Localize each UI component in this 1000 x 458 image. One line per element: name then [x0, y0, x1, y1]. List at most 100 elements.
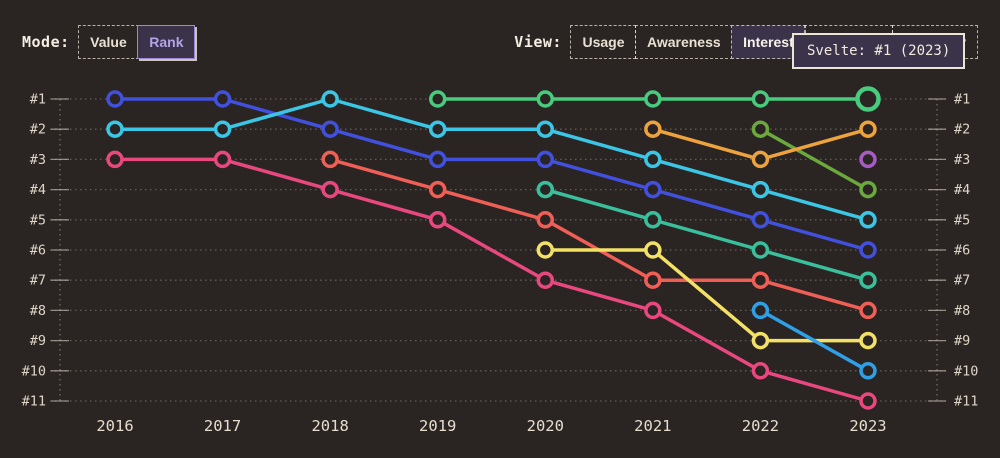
point-orange-2021[interactable] — [644, 120, 662, 138]
tooltip-text: Svelte: #1 (2023) — [807, 43, 951, 59]
view-label: View: — [514, 33, 562, 51]
point-salmon-2019[interactable] — [428, 180, 447, 199]
point-blue-2021[interactable] — [644, 180, 662, 199]
point-green-2019[interactable] — [428, 90, 447, 108]
point-dodger-2023[interactable] — [859, 362, 877, 380]
series-yellow — [536, 241, 877, 350]
point-cyan-2023[interactable] — [859, 211, 877, 229]
rank-label-left-#5: #5 — [30, 212, 46, 228]
rank-label-right-#2: #2 — [954, 122, 970, 138]
point-pink-2019[interactable] — [428, 211, 447, 229]
point-yellow-2023[interactable] — [859, 331, 877, 350]
rank-label-left-#9: #9 — [30, 333, 46, 349]
rank-label-right-#4: #4 — [954, 182, 970, 198]
point-salmon-2023[interactable] — [859, 301, 877, 320]
point-yellow-2020[interactable] — [536, 241, 555, 259]
year-label-2018: 2018 — [311, 417, 348, 435]
rank-label-right-#5: #5 — [954, 212, 970, 228]
point-blue-2016[interactable] — [106, 90, 124, 108]
point-dodger-2022[interactable] — [751, 301, 770, 320]
rank-label-right-#9: #9 — [954, 333, 970, 349]
series-orange — [644, 120, 877, 169]
point-purple-2023[interactable] — [859, 150, 877, 169]
year-label-2022: 2022 — [742, 417, 779, 435]
point-salmon-2021[interactable] — [644, 271, 662, 289]
point-cyan-2021[interactable] — [644, 150, 662, 169]
series-line-cyan[interactable] — [113, 97, 870, 222]
rank-label-left-#4: #4 — [30, 182, 46, 198]
rank-label-left-#8: #8 — [30, 303, 46, 319]
series-line-blue[interactable] — [113, 97, 870, 252]
year-label-2017: 2017 — [204, 417, 241, 435]
point-cyan-2022[interactable] — [751, 180, 770, 199]
point-pink-2016[interactable] — [106, 150, 124, 169]
year-label-2020: 2020 — [527, 417, 564, 435]
series-line-teal[interactable] — [543, 187, 870, 282]
rank-label-left-#7: #7 — [30, 273, 46, 289]
point-pink-2018[interactable] — [321, 180, 339, 199]
series-line-pink[interactable] — [113, 157, 870, 403]
point-blue-2022[interactable] — [751, 211, 770, 229]
toolbar: Mode: Value Rank View: Usage Awareness I… — [0, 25, 1000, 59]
point-green-2020[interactable] — [536, 90, 555, 108]
point-cyan-2018[interactable] — [321, 90, 339, 108]
point-green-2022[interactable] — [751, 90, 770, 108]
point-salmon-2020[interactable] — [536, 211, 555, 229]
series-green — [428, 86, 881, 112]
point-blue-2018[interactable] — [321, 120, 339, 138]
mode-option-value[interactable]: Value — [78, 25, 139, 59]
point-teal-2021[interactable] — [644, 211, 662, 229]
rank-label-left-#3: #3 — [30, 152, 46, 168]
rank-label-right-#10: #10 — [954, 363, 978, 379]
year-label-2021: 2021 — [634, 417, 671, 435]
point-teal-2020[interactable] — [536, 180, 555, 199]
point-green-2023-highlighted[interactable] — [855, 86, 881, 112]
point-lime-2023[interactable] — [859, 180, 877, 199]
point-cyan-2017[interactable] — [213, 120, 232, 138]
rank-label-right-#8: #8 — [954, 303, 970, 319]
point-cyan-2016[interactable] — [106, 120, 124, 138]
point-teal-2022[interactable] — [751, 241, 770, 259]
point-blue-2017[interactable] — [213, 90, 232, 108]
rank-label-right-#1: #1 — [954, 92, 970, 108]
point-cyan-2019[interactable] — [428, 120, 447, 138]
point-cyan-2020[interactable] — [536, 120, 555, 138]
point-yellow-2022[interactable] — [751, 331, 770, 350]
series-line-lime[interactable] — [758, 127, 870, 192]
rank-label-right-#3: #3 — [954, 152, 970, 168]
point-teal-2023[interactable] — [859, 271, 877, 289]
rank-label-right-#11: #11 — [954, 394, 978, 410]
point-orange-2022[interactable] — [751, 150, 770, 169]
year-label-2016: 2016 — [96, 417, 133, 435]
point-lime-2022[interactable] — [751, 120, 770, 138]
view-option-awareness[interactable]: Awareness — [634, 25, 733, 59]
mode-button-row: Value Rank — [78, 25, 196, 59]
point-pink-2020[interactable] — [536, 271, 555, 289]
rank-label-left-#11: #11 — [22, 394, 46, 410]
point-blue-2020[interactable] — [536, 150, 555, 169]
point-salmon-2018[interactable] — [321, 150, 339, 169]
point-green-2021[interactable] — [644, 90, 662, 108]
mode-option-rank[interactable]: Rank — [137, 25, 196, 59]
point-blue-2019[interactable] — [428, 150, 447, 169]
mode-label: Mode: — [22, 33, 70, 51]
series-cyan — [106, 90, 877, 229]
rank-label-right-#7: #7 — [954, 273, 970, 289]
point-orange-2023[interactable] — [859, 120, 877, 138]
view-option-usage[interactable]: Usage — [570, 25, 637, 59]
series-line-dodger[interactable] — [758, 308, 870, 373]
point-pink-2023[interactable] — [859, 392, 877, 410]
series-dodger — [751, 301, 877, 380]
point-pink-2022[interactable] — [751, 362, 770, 380]
year-label-2023: 2023 — [849, 417, 886, 435]
series-line-salmon[interactable] — [328, 157, 870, 313]
point-yellow-2021[interactable] — [644, 241, 662, 259]
point-pink-2017[interactable] — [213, 150, 232, 169]
series-teal — [536, 180, 877, 289]
point-salmon-2022[interactable] — [751, 271, 770, 289]
point-blue-2023[interactable] — [859, 241, 877, 259]
rank-label-left-#10: #10 — [22, 363, 46, 379]
point-pink-2021[interactable] — [644, 301, 662, 320]
rank-label-left-#1: #1 — [30, 92, 46, 108]
